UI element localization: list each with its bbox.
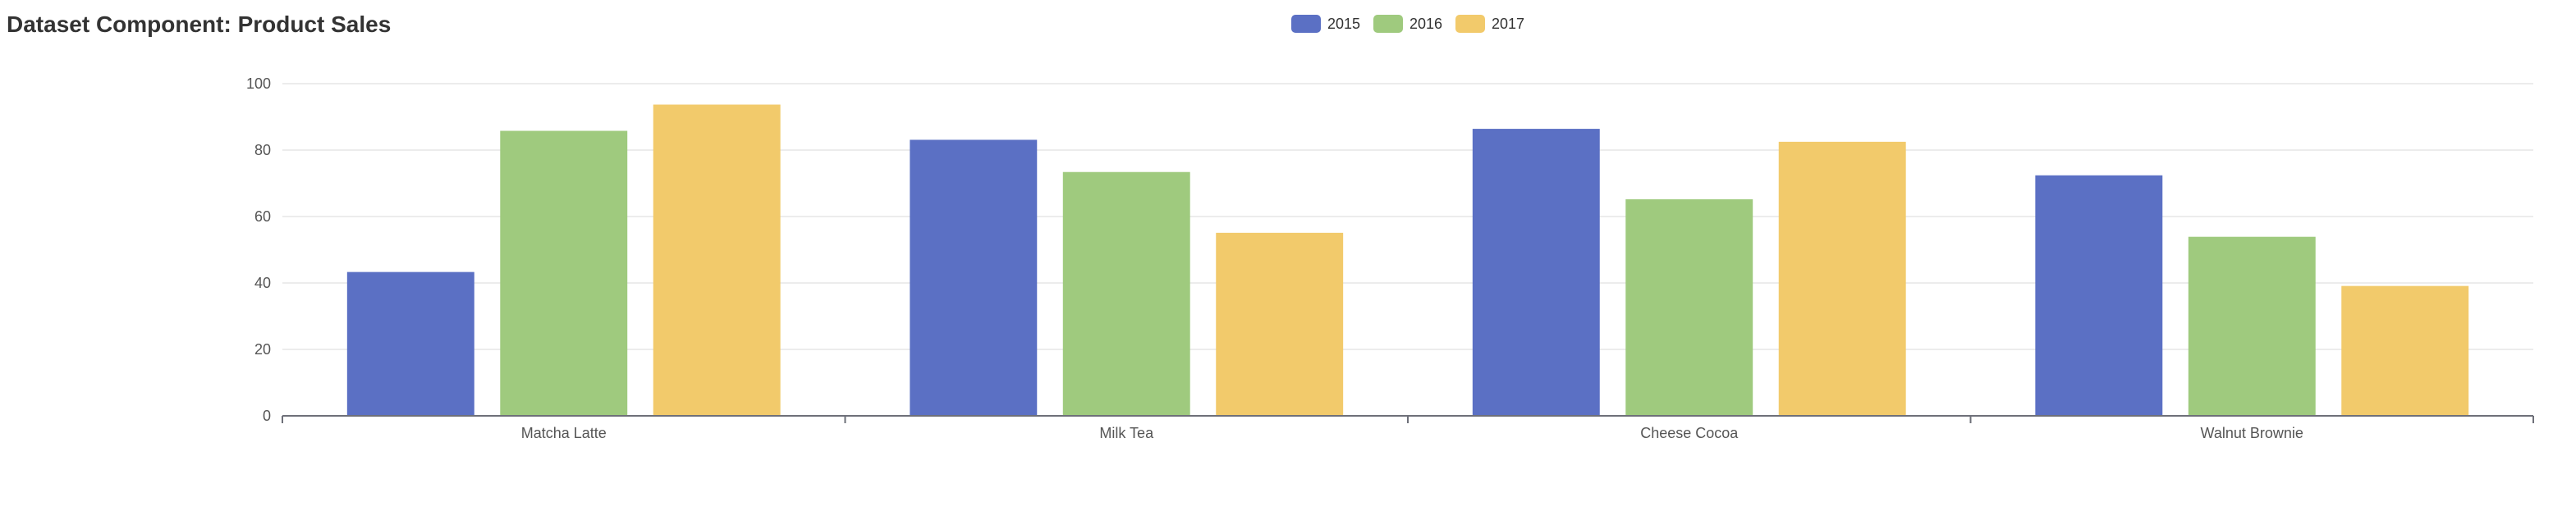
bar-2016-3[interactable] bbox=[2188, 236, 2316, 416]
y-tick-label: 20 bbox=[254, 341, 271, 358]
y-tick-label: 100 bbox=[246, 75, 271, 92]
bar-2017-2[interactable] bbox=[1778, 141, 1906, 416]
bar-2016-2[interactable] bbox=[1625, 198, 1753, 416]
x-category-label: Walnut Brownie bbox=[2201, 425, 2303, 441]
legend-swatch-2015[interactable] bbox=[1291, 15, 1321, 33]
bars bbox=[346, 104, 2469, 417]
x-category-label: Cheese Cocoa bbox=[1640, 425, 1739, 441]
legend-swatch-2017[interactable] bbox=[1455, 15, 1485, 33]
bar-2017-1[interactable] bbox=[1216, 232, 1344, 416]
y-axis-ticks: 0 20 40 60 80 100 bbox=[246, 75, 271, 424]
bar-2016-0[interactable] bbox=[500, 130, 628, 416]
y-tick-label: 0 bbox=[263, 408, 271, 424]
bar-2015-3[interactable] bbox=[2035, 175, 2163, 416]
legend-label-2017[interactable]: 2017 bbox=[1492, 16, 1524, 32]
bar-2017-3[interactable] bbox=[2341, 285, 2469, 416]
bar-2017-0[interactable] bbox=[653, 104, 781, 416]
bar-2015-1[interactable] bbox=[910, 139, 1038, 416]
y-tick-label: 60 bbox=[254, 208, 271, 225]
bar-2015-0[interactable] bbox=[346, 271, 474, 416]
legend-swatch-2016[interactable] bbox=[1373, 15, 1403, 33]
y-tick-label: 80 bbox=[254, 142, 271, 158]
legend-label-2016[interactable]: 2016 bbox=[1409, 16, 1442, 32]
legend[interactable]: 2015 2016 2017 bbox=[1291, 15, 1524, 33]
bar-2015-2[interactable] bbox=[1472, 129, 1600, 416]
chart-title: Dataset Component: Product Sales bbox=[7, 11, 392, 37]
x-category-label: Matcha Latte bbox=[521, 425, 607, 441]
y-tick-label: 40 bbox=[254, 275, 271, 291]
legend-label-2015[interactable]: 2015 bbox=[1327, 16, 1360, 32]
x-axis: Matcha Latte Milk Tea Cheese Cocoa Walnut B… bbox=[282, 415, 2534, 441]
x-category-label: Milk Tea bbox=[1099, 425, 1154, 441]
bar-2016-1[interactable] bbox=[1062, 171, 1190, 417]
